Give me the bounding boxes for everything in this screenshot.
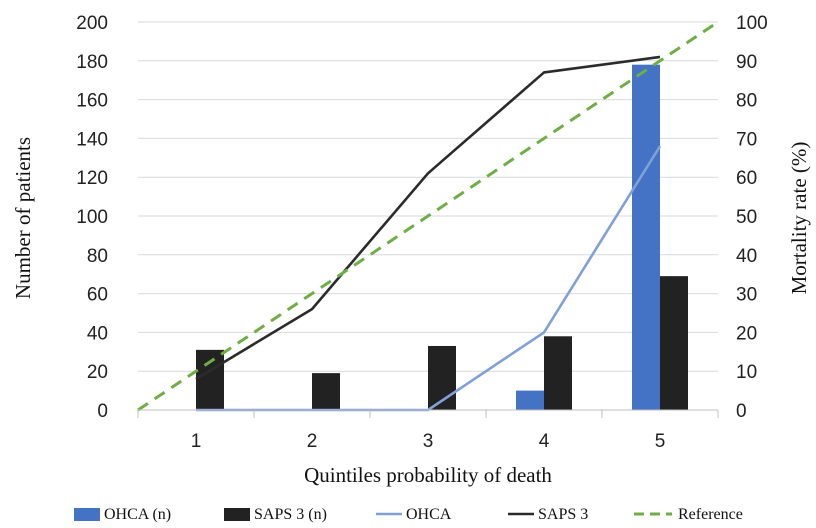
y2-tick-label: 80 xyxy=(736,91,757,112)
y-tick-label: 180 xyxy=(76,52,108,73)
tick-labels: 0204060801001201401601802000102030405060… xyxy=(76,13,767,452)
y-tick-label: 140 xyxy=(76,129,108,150)
x-tick-label: 1 xyxy=(191,431,202,452)
y2-tick-label: 100 xyxy=(736,13,768,34)
legend-swatch xyxy=(74,508,100,521)
y-tick-label: 20 xyxy=(87,362,108,383)
legend-label: SAPS 3 (n) xyxy=(254,506,327,523)
x-axis-title: Quintiles probability of death xyxy=(304,463,552,487)
bars xyxy=(196,64,688,411)
y2-tick-label: 70 xyxy=(736,129,757,150)
x-tick-label: 2 xyxy=(307,431,318,452)
y2-tick-label: 90 xyxy=(736,52,757,73)
bar xyxy=(632,64,660,411)
legend-label: OHCA xyxy=(406,506,452,523)
reference-line xyxy=(137,20,719,412)
series-line xyxy=(195,55,661,381)
y-tick-label: 0 xyxy=(97,401,108,422)
y2-tick-label: 0 xyxy=(736,401,747,422)
y-axis-title: Number of patients xyxy=(11,137,35,299)
gridlines xyxy=(138,21,718,372)
y-tick-label: 200 xyxy=(76,13,108,34)
y2-axis-title: Mortality rate (%) xyxy=(787,142,811,295)
legend-swatch xyxy=(224,508,250,521)
x-tick-label: 3 xyxy=(423,431,434,452)
y2-tick-label: 10 xyxy=(736,362,757,383)
legend-label: Reference xyxy=(678,506,743,523)
y2-tick-label: 50 xyxy=(736,207,757,228)
bar xyxy=(544,336,572,410)
legend-label: SAPS 3 xyxy=(538,506,588,523)
bar xyxy=(660,276,688,410)
legend-label: OHCA (n) xyxy=(104,506,171,523)
x-tick-label: 5 xyxy=(655,431,666,452)
bar xyxy=(196,349,224,410)
y2-tick-label: 40 xyxy=(736,246,757,267)
y-tick-label: 120 xyxy=(76,168,108,189)
legend: OHCA (n) SAPS 3 (n) OHCA SAPS 3 Reference xyxy=(74,506,743,523)
y-tick-label: 100 xyxy=(76,207,108,228)
y-tick-label: 160 xyxy=(76,91,108,112)
y2-tick-label: 20 xyxy=(736,323,757,344)
y2-tick-label: 60 xyxy=(736,168,757,189)
x-tick-label: 4 xyxy=(539,431,550,452)
y2-tick-label: 30 xyxy=(736,285,757,306)
axes xyxy=(137,409,719,418)
y-tick-label: 40 xyxy=(87,323,108,344)
y-tick-label: 60 xyxy=(87,285,108,306)
bar xyxy=(312,373,340,410)
y-tick-label: 80 xyxy=(87,246,108,267)
bar xyxy=(516,390,544,410)
